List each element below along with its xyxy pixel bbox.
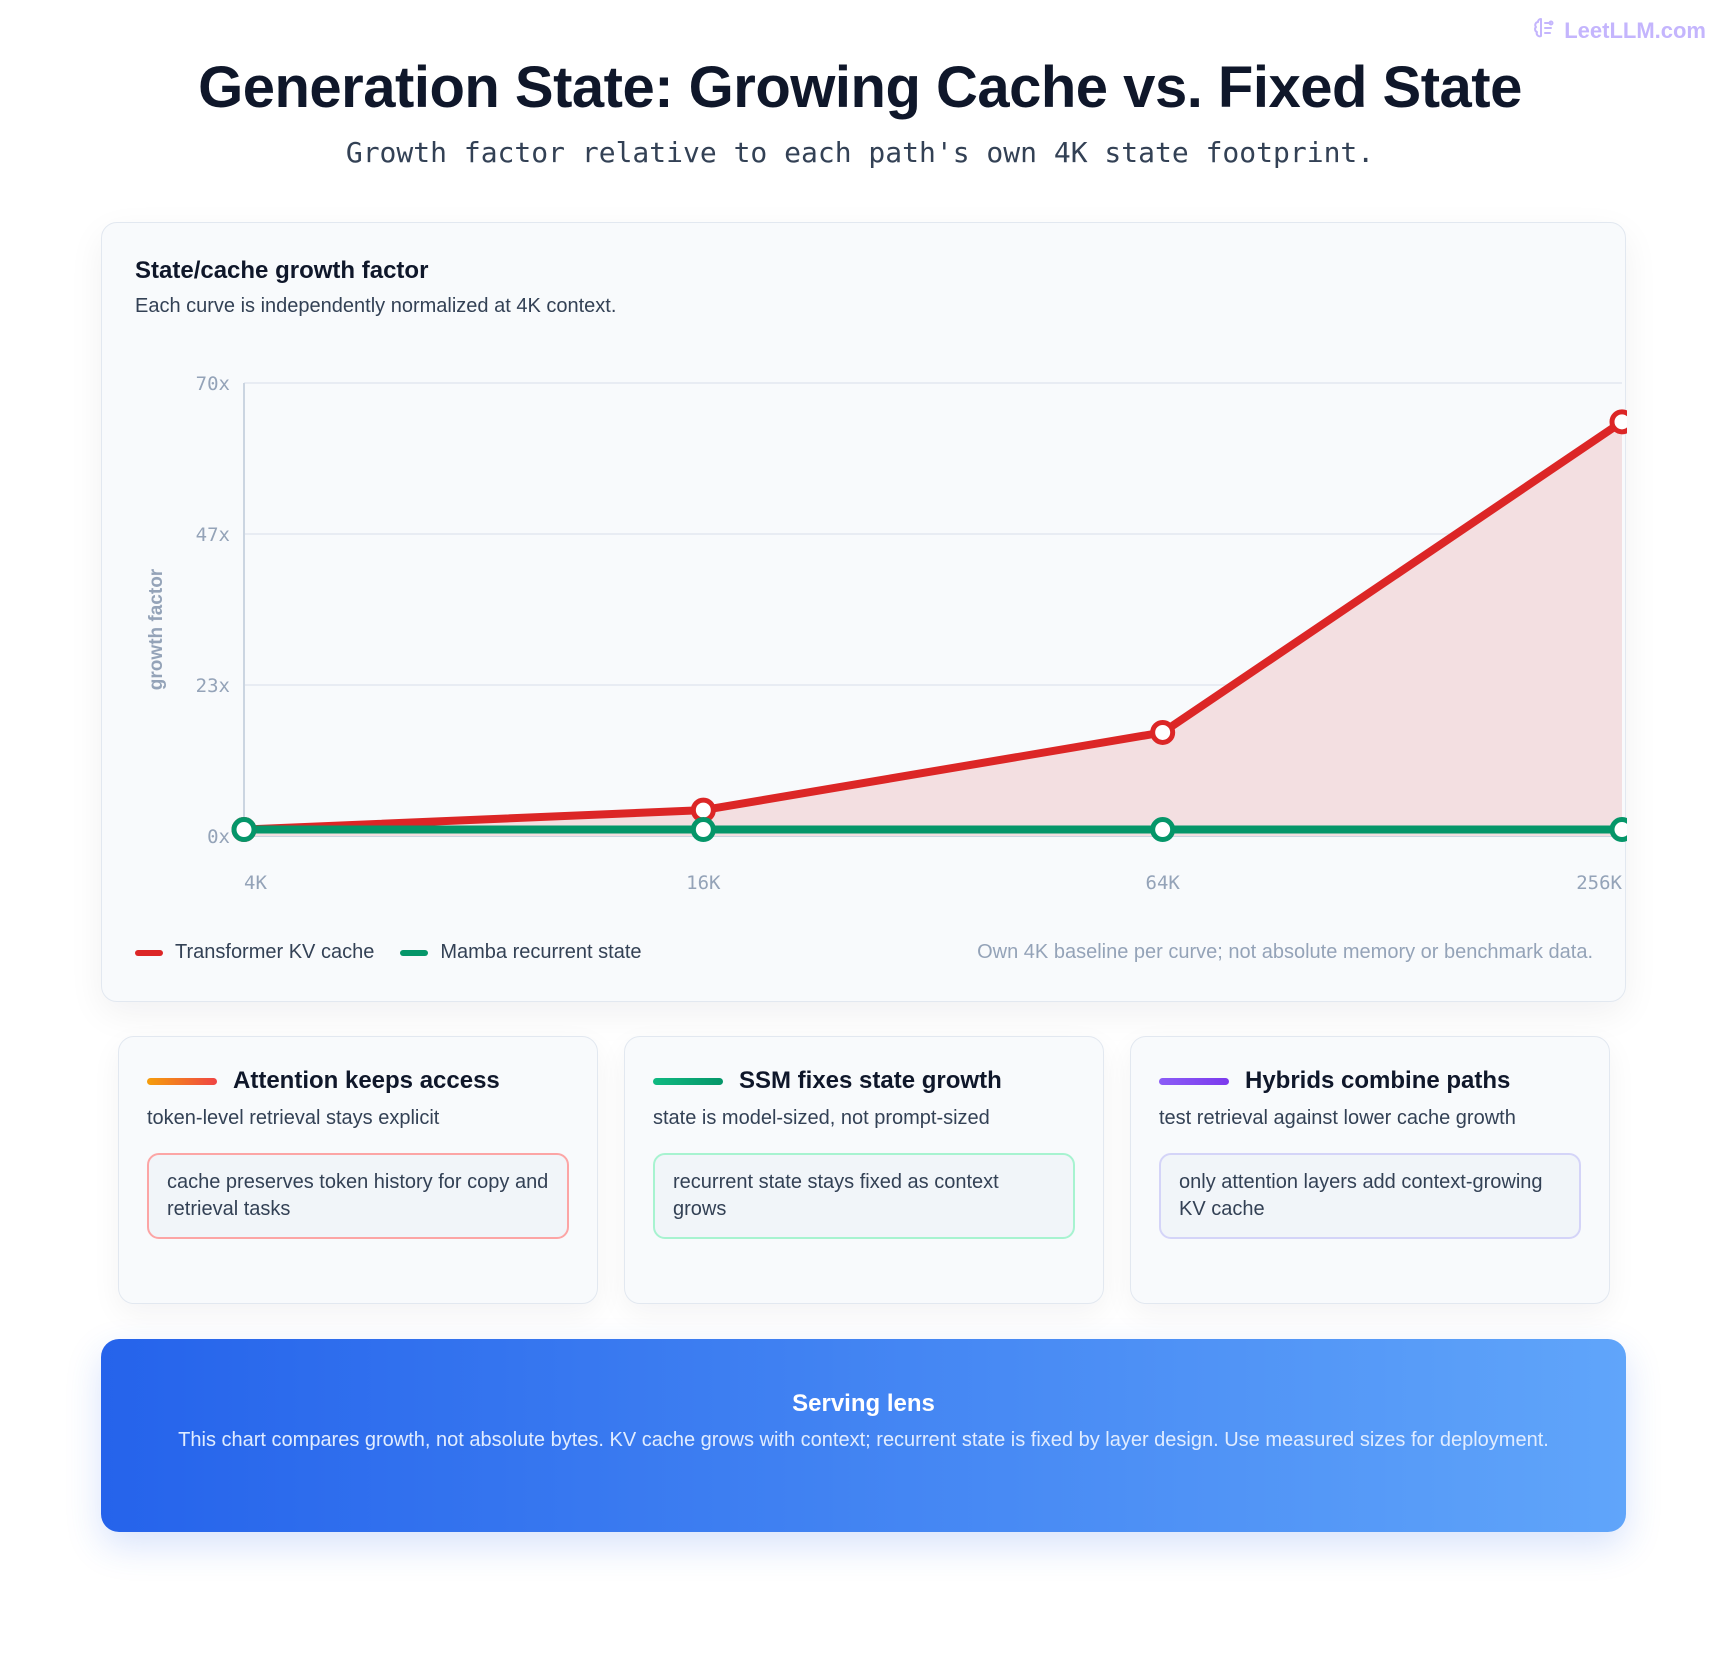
banner-text: This chart compares growth, not absolute…	[178, 1429, 1549, 1451]
y-tick-label: 0x	[207, 826, 230, 848]
data-point-1	[1150, 817, 1176, 843]
card-title: Attention keeps access	[233, 1067, 500, 1094]
card-accent-bar	[1159, 1077, 1229, 1085]
y-tick-label: 70x	[196, 373, 230, 395]
card-subtitle: token-level retrieval stays explicit	[147, 1107, 440, 1129]
card-header: Hybrids combine paths	[1159, 1067, 1510, 1095]
legend-swatch-transformer	[135, 949, 163, 956]
data-point-1	[690, 817, 716, 843]
data-point-1	[231, 817, 257, 843]
insight-cards: Attention keeps access token-level retri…	[118, 1036, 1611, 1304]
series-area-0	[244, 421, 1622, 836]
data-point-1	[1609, 817, 1627, 843]
card-note: recurrent state stays fixed as context g…	[653, 1153, 1075, 1239]
card-header: SSM fixes state growth	[653, 1067, 1002, 1095]
brain-icon	[1532, 16, 1556, 46]
card-header: Attention keeps access	[147, 1067, 500, 1095]
serving-lens-banner: Serving lens This chart compares growth,…	[101, 1339, 1626, 1532]
legend-item-transformer: Transformer KV cache	[135, 941, 374, 964]
card-hybrid: Hybrids combine paths test retrieval aga…	[1130, 1036, 1610, 1304]
data-point-0	[1150, 719, 1176, 745]
chart-title: State/cache growth factor	[135, 257, 429, 284]
legend-item-mamba: Mamba recurrent state	[400, 941, 642, 964]
legend-swatch-mamba	[400, 949, 429, 956]
page-title: Generation State: Growing Cache vs. Fixe…	[198, 55, 1522, 120]
card-accent-bar	[147, 1077, 217, 1085]
growth-chart: 0x 23x 47x 70x growth factor 4K 16K 64K 256K	[146, 373, 1627, 894]
chart-subtitle: Each curve is independently normalized a…	[135, 295, 617, 317]
brand-name: LeetLLM.com	[1564, 18, 1706, 43]
card-title: SSM fixes state growth	[739, 1067, 1002, 1094]
legend-label-transformer: Transformer KV cache	[175, 941, 375, 963]
chart-footnote: Own 4K baseline per curve; not absolute …	[977, 941, 1593, 963]
x-tick-label: 4K	[244, 872, 267, 894]
card-subtitle: test retrieval against lower cache growt…	[1159, 1107, 1516, 1129]
chart-legend: Transformer KV cache Mamba recurrent sta…	[135, 941, 642, 964]
y-tick-label: 47x	[196, 524, 230, 546]
x-tick-label: 256K	[1576, 872, 1622, 894]
card-note: cache preserves token history for copy a…	[147, 1153, 569, 1239]
chart-card: State/cache growth factor Each curve is …	[101, 222, 1627, 1002]
card-title: Hybrids combine paths	[1245, 1067, 1511, 1094]
legend-label-mamba: Mamba recurrent state	[440, 941, 642, 963]
card-accent-bar	[653, 1077, 723, 1085]
card-attention: Attention keeps access token-level retri…	[118, 1036, 598, 1304]
data-point-0	[1609, 409, 1627, 435]
y-tick-label: 23x	[196, 675, 230, 697]
series-line-0	[240, 417, 1626, 834]
y-axis-label: growth factor	[146, 568, 167, 690]
card-ssm: SSM fixes state growth state is model-si…	[624, 1036, 1104, 1304]
card-note: only attention layers add context-growin…	[1159, 1153, 1581, 1239]
brand-logo: LeetLLM.com	[1532, 16, 1706, 46]
banner-title: Serving lens	[792, 1390, 935, 1417]
card-subtitle: state is model-sized, not prompt-sized	[653, 1107, 990, 1129]
x-tick-label: 16K	[686, 872, 721, 894]
x-tick-label: 64K	[1146, 872, 1181, 894]
page-subtitle: Growth factor relative to each path's ow…	[345, 136, 1375, 169]
